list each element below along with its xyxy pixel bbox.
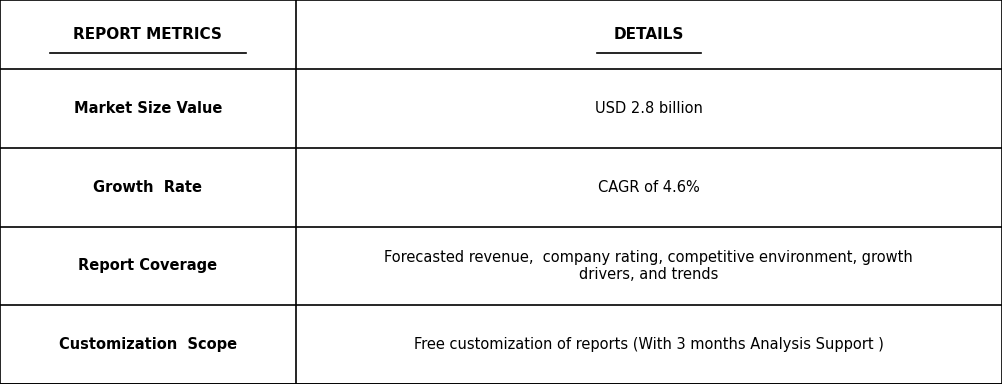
Text: Customization  Scope: Customization Scope xyxy=(59,337,236,352)
Text: CAGR of 4.6%: CAGR of 4.6% xyxy=(598,180,699,195)
Text: Market Size Value: Market Size Value xyxy=(73,101,222,116)
Text: Growth  Rate: Growth Rate xyxy=(93,180,202,195)
Text: REPORT METRICS: REPORT METRICS xyxy=(73,27,222,42)
Text: DETAILS: DETAILS xyxy=(613,27,684,42)
Text: Free customization of reports (With 3 months Analysis Support ): Free customization of reports (With 3 mo… xyxy=(414,337,884,352)
Text: Report Coverage: Report Coverage xyxy=(78,258,217,273)
Text: Forecasted revenue,  company rating, competitive environment, growth
drivers, an: Forecasted revenue, company rating, comp… xyxy=(385,250,913,282)
Text: USD 2.8 billion: USD 2.8 billion xyxy=(595,101,702,116)
